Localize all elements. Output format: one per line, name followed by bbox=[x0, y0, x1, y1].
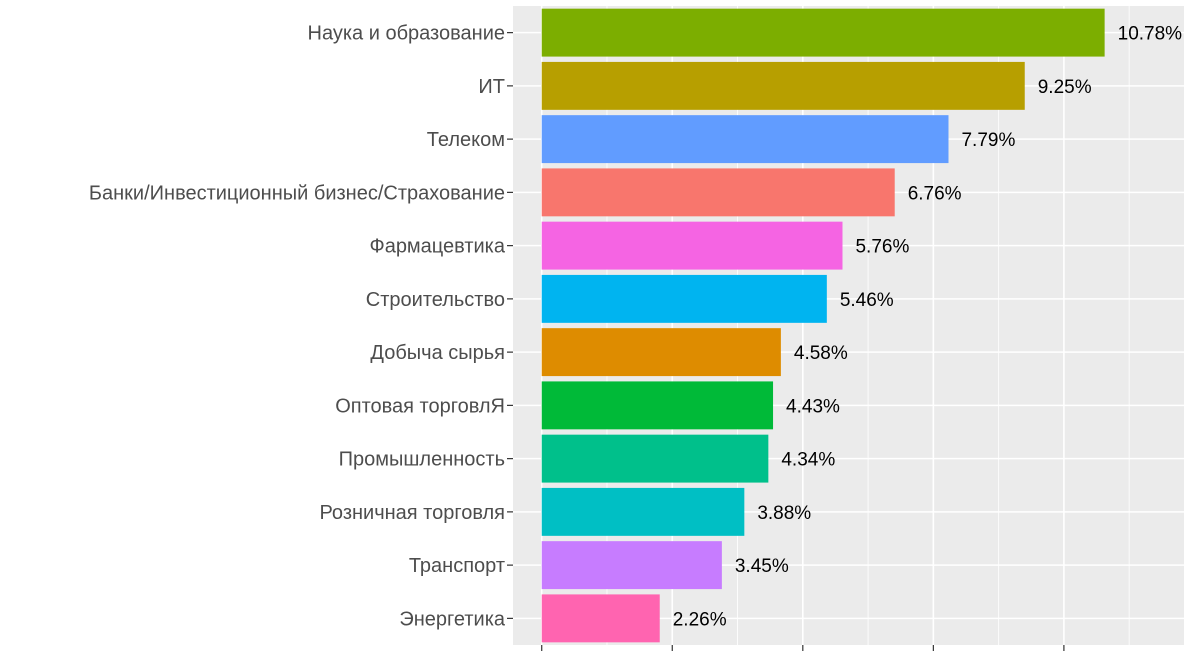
category-label: Оптовая торговлЯ bbox=[335, 395, 505, 417]
bar bbox=[541, 434, 769, 483]
bar bbox=[541, 328, 781, 377]
category-label: Наука и образование bbox=[308, 23, 505, 45]
value-labels: 10.78% 9.25% 7.79% 6.76% 5.76% 5.46% 4.58% 4.43… bbox=[673, 24, 1182, 631]
value-label: 3.45% bbox=[735, 556, 789, 577]
category-label: Телеком bbox=[427, 129, 505, 151]
bar bbox=[541, 8, 1105, 57]
category-label: Строительство bbox=[366, 289, 505, 311]
bar bbox=[541, 594, 660, 643]
category-label: Энергетика bbox=[399, 608, 506, 630]
bar bbox=[541, 541, 722, 590]
value-label: 6.76% bbox=[908, 183, 962, 204]
value-label: 3.88% bbox=[757, 503, 811, 524]
value-label: 4.58% bbox=[794, 343, 848, 364]
bar bbox=[541, 381, 774, 430]
category-label: Добыча сырья bbox=[370, 342, 505, 364]
value-label: 7.79% bbox=[961, 130, 1015, 151]
category-label: Фармацевтика bbox=[369, 236, 505, 258]
category-label: Промышленность bbox=[339, 449, 505, 471]
bar bbox=[541, 168, 895, 217]
plot-panel bbox=[513, 6, 1184, 645]
value-label: 4.34% bbox=[781, 450, 835, 471]
value-label: 5.76% bbox=[855, 237, 909, 258]
value-label: 9.25% bbox=[1038, 77, 1092, 98]
value-label: 4.43% bbox=[786, 396, 840, 417]
bar bbox=[541, 274, 827, 323]
category-label: ИТ bbox=[478, 76, 505, 98]
bar bbox=[541, 487, 745, 536]
bar bbox=[541, 61, 1025, 110]
category-labels: Наука и образование ИТ Телеком Банки/Инвест… bbox=[89, 23, 506, 631]
bar bbox=[541, 221, 843, 270]
value-label: 2.26% bbox=[673, 609, 727, 630]
value-label: 5.46% bbox=[840, 290, 894, 311]
bar bbox=[541, 115, 949, 164]
category-label: Транспорт bbox=[409, 555, 505, 577]
bars bbox=[541, 8, 1105, 643]
axis-ticks bbox=[507, 32, 1065, 651]
category-label: Розничная торговля bbox=[319, 502, 505, 524]
value-label: 10.78% bbox=[1118, 24, 1183, 45]
category-label: Банки/Инвестиционный бизнес/Страхование bbox=[89, 182, 505, 204]
